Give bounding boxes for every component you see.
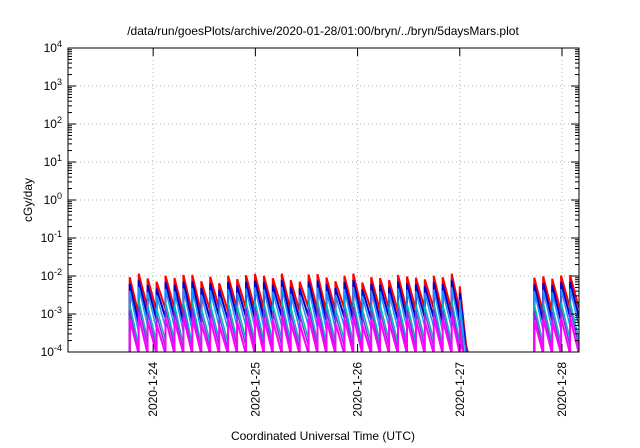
data-series <box>128 315 579 352</box>
series-group <box>128 273 579 352</box>
series-line <box>533 317 579 352</box>
y-axis: 10-4 10-3 10-2 10-1 100 101 102 103 104 <box>41 39 579 359</box>
x-tick-label: 2020-1-26 <box>351 362 365 417</box>
x-tick-label: 2020-1-25 <box>248 362 262 417</box>
chart-title: /data/run/goesPlots/archive/2020-01-28/0… <box>127 24 519 38</box>
y-tick-label: 100 <box>44 191 62 207</box>
y-tick-label: 10-4 <box>41 343 62 359</box>
series-line <box>128 280 468 352</box>
y-tick-label: 103 <box>44 77 62 93</box>
y-tick-label: 102 <box>44 115 62 131</box>
x-axis-label: Coordinated Universal Time (UTC) <box>231 429 415 443</box>
x-tick-label: 2020-1-27 <box>453 362 467 417</box>
y-tick-label: 10-3 <box>41 305 62 321</box>
series-line <box>128 273 469 352</box>
y-axis-label: cGy/day <box>21 178 35 222</box>
series-line <box>128 286 467 352</box>
series-line <box>128 315 465 352</box>
y-tick-label: 10-2 <box>41 267 62 283</box>
x-tick-label: 2020-1-28 <box>555 362 569 417</box>
y-tick-label: 101 <box>44 153 62 169</box>
y-tick-label: 10-1 <box>41 229 62 245</box>
series-line <box>128 300 465 352</box>
y-tick-label: 104 <box>44 39 62 55</box>
x-axis: 2020-1-24 2020-1-25 2020-1-26 2020-1-27 2020… <box>146 48 569 417</box>
x-tick-label: 2020-1-24 <box>146 362 160 417</box>
grid <box>68 48 579 352</box>
